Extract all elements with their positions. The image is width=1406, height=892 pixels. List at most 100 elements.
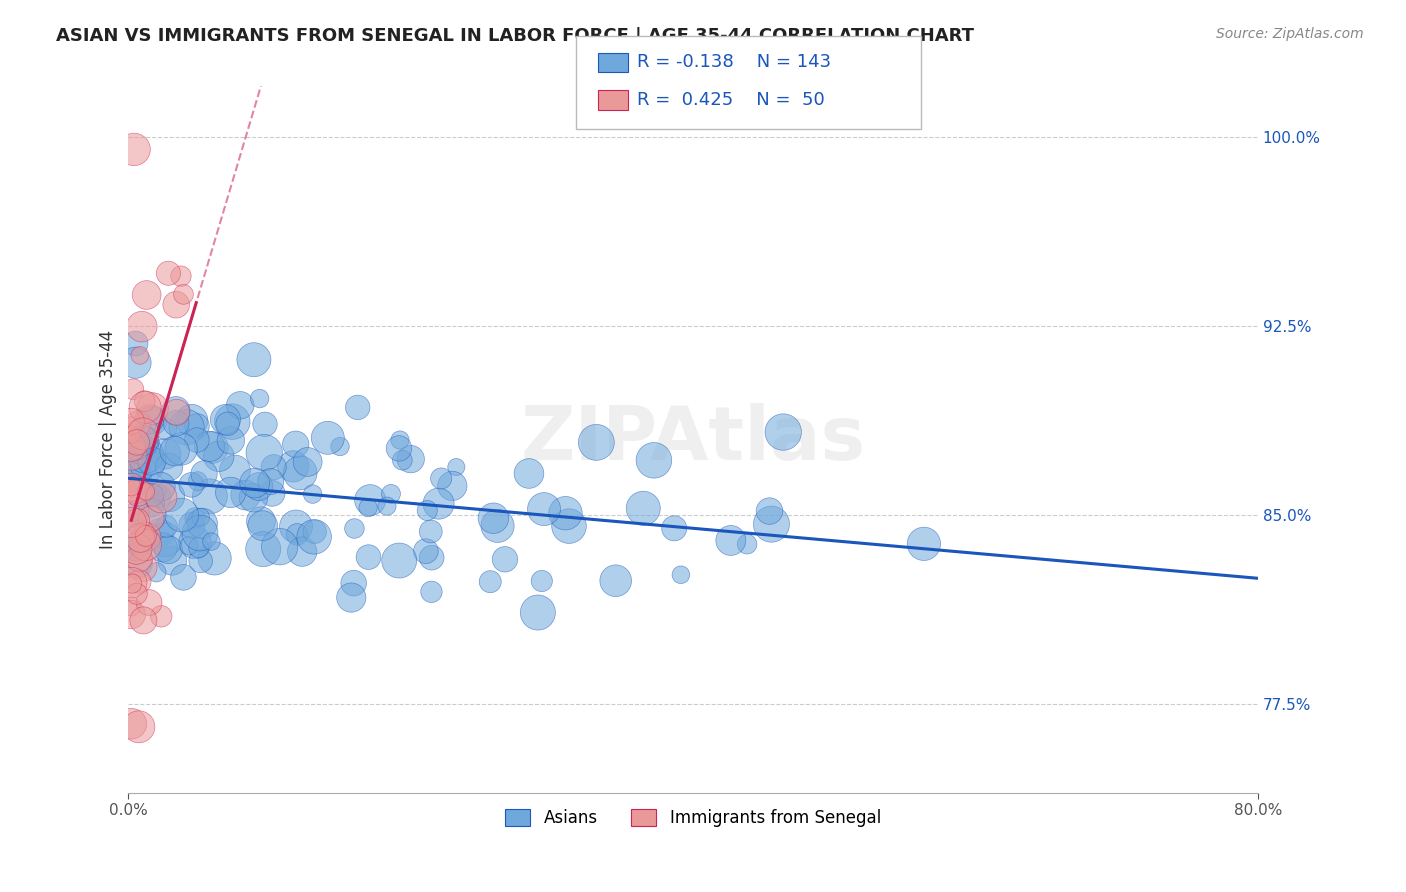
Point <box>316 431 339 445</box>
Point <box>758 504 780 518</box>
Point <box>134 394 156 409</box>
Point <box>124 438 146 452</box>
Point <box>135 484 157 499</box>
Point <box>441 479 464 493</box>
Point <box>633 501 655 516</box>
Point <box>120 418 142 433</box>
Point <box>127 417 149 431</box>
Point <box>482 511 505 525</box>
Point <box>184 510 207 524</box>
Point <box>141 413 163 427</box>
Point <box>134 401 156 415</box>
Point <box>204 551 226 566</box>
Point <box>186 419 208 434</box>
Point <box>152 541 174 555</box>
Text: R =  0.425    N =  50: R = 0.425 N = 50 <box>637 91 825 109</box>
Y-axis label: In Labor Force | Age 35-44: In Labor Force | Age 35-44 <box>100 330 117 549</box>
Point <box>416 503 439 517</box>
Point <box>605 574 627 588</box>
Point <box>253 417 276 432</box>
Point <box>669 567 692 582</box>
Point <box>120 414 142 428</box>
Point <box>155 447 177 461</box>
Point <box>131 440 153 454</box>
Point <box>420 550 443 565</box>
Point <box>157 489 180 503</box>
Point <box>120 479 142 493</box>
Point <box>127 485 149 500</box>
Point <box>122 143 145 157</box>
Point <box>141 454 163 468</box>
Point <box>419 524 441 539</box>
Point <box>533 502 555 516</box>
Point <box>128 574 150 589</box>
Point <box>191 516 214 531</box>
Point <box>157 266 180 280</box>
Point <box>166 405 188 419</box>
Point <box>129 531 152 545</box>
Point <box>242 491 264 505</box>
Point <box>415 544 437 558</box>
Legend: Asians, Immigrants from Senegal: Asians, Immigrants from Senegal <box>499 802 887 834</box>
Point <box>134 448 156 462</box>
Point <box>145 566 167 580</box>
Point <box>120 716 142 731</box>
Point <box>388 553 411 567</box>
Point <box>375 499 398 513</box>
Point <box>761 517 783 532</box>
Point <box>284 437 307 451</box>
Point <box>558 519 581 533</box>
Point <box>243 475 266 490</box>
Point <box>912 537 935 551</box>
Point <box>527 606 550 620</box>
Point <box>304 524 326 539</box>
Point <box>187 541 209 555</box>
Point <box>141 401 163 416</box>
Point <box>128 720 150 734</box>
Point <box>247 479 270 493</box>
Point <box>131 434 153 449</box>
Point <box>249 392 271 406</box>
Point <box>343 521 366 535</box>
Text: Source: ZipAtlas.com: Source: ZipAtlas.com <box>1216 27 1364 41</box>
Point <box>141 488 163 502</box>
Point <box>149 526 172 541</box>
Point <box>145 485 167 500</box>
Point <box>772 425 794 439</box>
Point <box>486 519 509 533</box>
Text: ZIPAtlas: ZIPAtlas <box>520 403 866 476</box>
Point <box>139 508 162 522</box>
Point <box>269 540 291 554</box>
Point <box>252 518 274 533</box>
Text: R = -0.138    N = 143: R = -0.138 N = 143 <box>637 54 831 71</box>
Point <box>125 483 148 497</box>
Point <box>163 444 186 458</box>
Point <box>479 574 502 589</box>
Point <box>430 471 453 485</box>
Point <box>198 439 221 453</box>
Point <box>134 524 156 539</box>
Point <box>129 348 152 362</box>
Point <box>120 516 142 530</box>
Point <box>187 474 209 488</box>
Point <box>124 469 146 483</box>
Point <box>132 426 155 441</box>
Point <box>263 460 285 475</box>
Point <box>735 537 758 551</box>
Point <box>235 488 257 502</box>
Point <box>427 497 450 511</box>
Point <box>165 417 187 431</box>
Point <box>125 514 148 528</box>
Point <box>157 542 180 557</box>
Point <box>180 413 202 427</box>
Point <box>155 533 177 547</box>
Point <box>720 533 742 548</box>
Point <box>190 554 212 568</box>
Point <box>188 526 211 541</box>
Point <box>214 412 236 426</box>
Point <box>301 487 323 501</box>
Point <box>129 454 152 468</box>
Point <box>530 574 553 588</box>
Point <box>138 412 160 426</box>
Point <box>127 556 149 570</box>
